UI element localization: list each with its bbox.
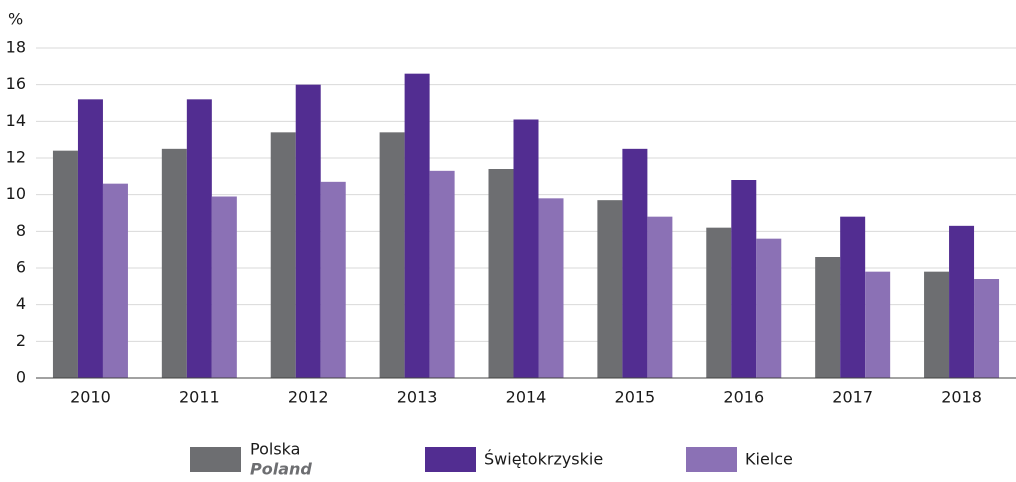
bar	[513, 119, 539, 378]
x-tick-label: 2012	[288, 388, 329, 407]
bar	[622, 148, 648, 378]
x-tick-label: 2014	[506, 388, 547, 407]
bar	[161, 148, 187, 378]
bar	[840, 216, 866, 378]
x-tick-label: 2015	[615, 388, 656, 407]
legend-swatch	[425, 447, 476, 472]
y-axis-label: %	[8, 10, 23, 29]
bar	[647, 216, 673, 378]
x-tick-label: 2011	[179, 388, 220, 407]
bar	[102, 183, 128, 378]
bar	[949, 225, 975, 378]
legend-label: Polska	[250, 440, 300, 459]
bar	[77, 99, 103, 378]
bar	[865, 271, 891, 378]
bar	[731, 180, 757, 378]
legend-swatch	[686, 447, 737, 472]
bar	[320, 181, 346, 378]
y-tick-label: 8	[16, 221, 26, 240]
x-tick-label: 2010	[70, 388, 111, 407]
bar	[756, 238, 782, 378]
legend-label-en: Poland	[250, 460, 312, 479]
bar	[429, 170, 455, 378]
bar	[379, 132, 405, 378]
y-tick-label: 10	[6, 184, 26, 203]
x-tick-label: 2013	[397, 388, 438, 407]
x-tick-label: 2018	[941, 388, 982, 407]
y-tick-label: 4	[16, 294, 26, 313]
bar	[270, 132, 296, 378]
y-tick-label: 0	[16, 368, 26, 387]
x-tick-label: 2017	[832, 388, 873, 407]
legend-label: Kielce	[745, 450, 793, 469]
bar	[538, 198, 564, 378]
legend-label: Świętokrzyskie	[484, 450, 603, 469]
legend-swatch	[190, 447, 241, 472]
bar	[597, 200, 623, 378]
bar	[924, 271, 950, 378]
bar	[186, 99, 212, 378]
bar	[52, 150, 78, 378]
y-tick-label: 14	[6, 111, 26, 130]
y-tick-label: 2	[16, 331, 26, 350]
bar	[488, 169, 514, 378]
bar	[295, 84, 321, 379]
y-tick-label: 16	[6, 74, 26, 93]
bar	[404, 73, 430, 379]
y-tick-label: 12	[6, 148, 26, 167]
y-tick-label: 6	[16, 258, 26, 277]
bar	[706, 227, 732, 378]
x-tick-label: 2016	[723, 388, 764, 407]
y-tick-label: 18	[6, 38, 26, 57]
bar	[974, 279, 1000, 378]
bar	[815, 257, 841, 378]
bar	[211, 196, 237, 378]
